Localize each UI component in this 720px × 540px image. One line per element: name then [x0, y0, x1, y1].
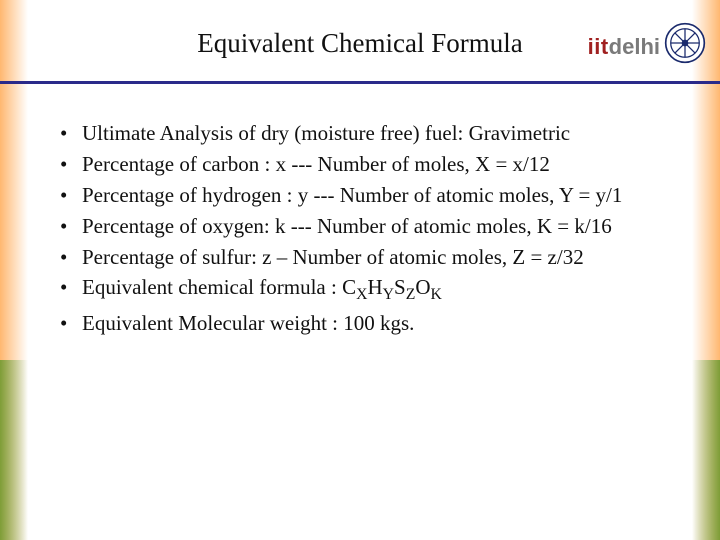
list-item: Equivalent chemical formula : CXHYSZOK [60, 274, 660, 305]
formula-C: C [342, 275, 356, 299]
bullet-text: Percentage of oxygen: k --- Number of at… [82, 214, 612, 238]
list-item: Percentage of sulfur: z – Number of atom… [60, 244, 660, 271]
formula-prefix: Equivalent chemical formula : [82, 275, 342, 299]
formula-sub-Z: Z [406, 287, 416, 304]
formula-H: H [367, 275, 382, 299]
brand-iit: iit [588, 34, 609, 60]
bullet-text-formula: Equivalent chemical formula : CXHYSZOK [82, 275, 442, 299]
list-item: Ultimate Analysis of dry (moisture free)… [60, 120, 660, 147]
formula-sub-X: X [356, 287, 367, 304]
list-item: Percentage of hydrogen : y --- Number of… [60, 182, 660, 209]
list-item: Percentage of oxygen: k --- Number of at… [60, 213, 660, 240]
bullet-text: Percentage of hydrogen : y --- Number of… [82, 183, 622, 207]
formula-S: S [394, 275, 406, 299]
slide-header: Equivalent Chemical Formula iitdelhi [0, 0, 720, 84]
bullet-text: Percentage of sulfur: z – Number of atom… [82, 245, 584, 269]
institute-seal-icon [664, 22, 706, 64]
formula-sub-K: K [431, 287, 442, 304]
bullet-text: Ultimate Analysis of dry (moisture free)… [82, 121, 570, 145]
list-item: Percentage of carbon : x --- Number of m… [60, 151, 660, 178]
bullet-list: Ultimate Analysis of dry (moisture free)… [60, 120, 660, 337]
bullet-text: Equivalent Molecular weight : 100 kgs. [82, 311, 414, 335]
list-item: Equivalent Molecular weight : 100 kgs. [60, 310, 660, 337]
slide: Equivalent Chemical Formula iitdelhi Ult… [0, 0, 720, 540]
bullet-text: Percentage of carbon : x --- Number of m… [82, 152, 550, 176]
brand-delhi: delhi [609, 34, 660, 60]
slide-body: Ultimate Analysis of dry (moisture free)… [0, 84, 720, 337]
brand-logo-text: iitdelhi [588, 34, 660, 60]
formula-sub-Y: Y [383, 287, 394, 304]
formula-O: O [415, 275, 430, 299]
